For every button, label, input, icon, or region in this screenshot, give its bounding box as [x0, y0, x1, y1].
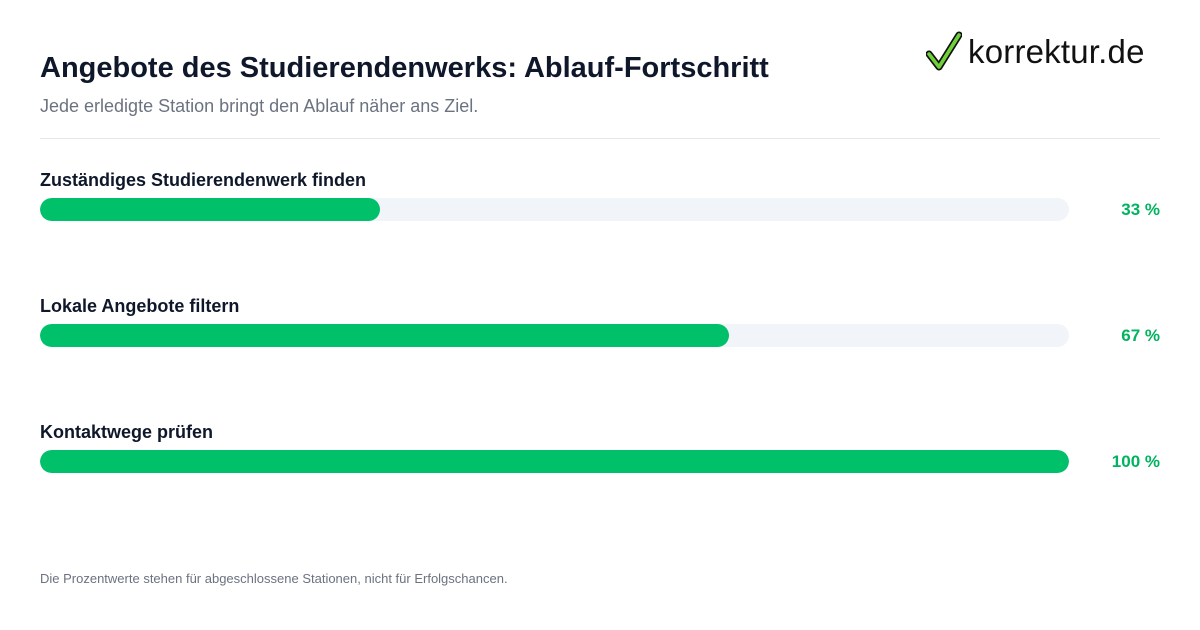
progress-label: Kontaktwege prüfen: [40, 422, 214, 442]
progress-value-label: 33 %: [1121, 200, 1160, 219]
progress-fill: [40, 198, 380, 221]
progress-track: [40, 450, 1069, 473]
progress-fill: [40, 324, 730, 347]
progress-track: [40, 324, 1069, 347]
progress-row: Kontaktwege prüfen 100 %: [40, 422, 1160, 473]
brand-logo: korrektur.de: [926, 30, 1145, 74]
chart-subtitle: Jede erledigte Station bringt den Ablauf…: [40, 96, 479, 116]
progress-label: Lokale Angebote filtern: [40, 296, 240, 316]
progress-row: Zuständiges Studierendenwerk finden 33 %: [40, 170, 1160, 221]
progress-value-label: 100 %: [1111, 452, 1160, 471]
checkmark-icon: [926, 31, 962, 73]
progress-fill: [40, 450, 1069, 473]
progress-label: Zuständiges Studierendenwerk finden: [40, 170, 367, 190]
chart-title: Angebote des Studierendenwerks: Ablauf-F…: [40, 52, 769, 84]
progress-track: [40, 198, 1069, 221]
brand-name: korrektur.de: [968, 33, 1145, 70]
progress-row: Lokale Angebote filtern 67 %: [40, 296, 1160, 347]
footnote: Die Prozentwerte stehen für abgeschlosse…: [40, 571, 508, 586]
header-divider: [40, 138, 1160, 139]
progress-value-label: 67 %: [1121, 326, 1160, 345]
